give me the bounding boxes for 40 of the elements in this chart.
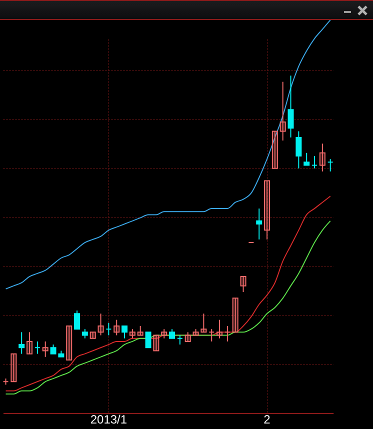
candlestick (82, 328, 88, 339)
candlestick (224, 326, 230, 342)
x-tick-label: 2013/1 (90, 412, 128, 426)
candlestick (176, 334, 183, 346)
candlestick (200, 313, 207, 333)
candlestick (26, 332, 33, 354)
candlestick (98, 313, 104, 336)
candlestick (106, 322, 112, 336)
candlestick (192, 328, 199, 336)
candlestick (10, 353, 17, 382)
candlestick (42, 340, 48, 358)
candlestick (296, 130, 302, 169)
candlestick (288, 75, 294, 138)
candlestick (264, 180, 270, 240)
candlestick (90, 332, 96, 339)
candlestick (161, 328, 168, 339)
candlestick (327, 158, 334, 172)
candlestick (145, 332, 152, 348)
candlestick (66, 326, 72, 360)
candlestick (129, 328, 136, 339)
candlestick (208, 328, 215, 342)
candlestick (184, 332, 191, 342)
candlestick (169, 328, 176, 339)
candlestick (319, 143, 326, 172)
candlestick (304, 152, 310, 166)
candlestick (18, 332, 25, 354)
candlestick (272, 130, 278, 169)
candlestick (280, 81, 286, 142)
x-tick-label: 2 (264, 412, 271, 426)
candlestick (122, 326, 128, 339)
candlestick (74, 310, 80, 330)
candlestick (232, 298, 238, 333)
candlestick (256, 208, 262, 240)
candlestick (137, 326, 144, 336)
candlestick (34, 340, 40, 354)
candlestick (312, 156, 318, 169)
candlestick (216, 319, 223, 339)
candlestick (114, 319, 120, 336)
candlestick (240, 276, 246, 292)
candlestick (153, 334, 160, 352)
